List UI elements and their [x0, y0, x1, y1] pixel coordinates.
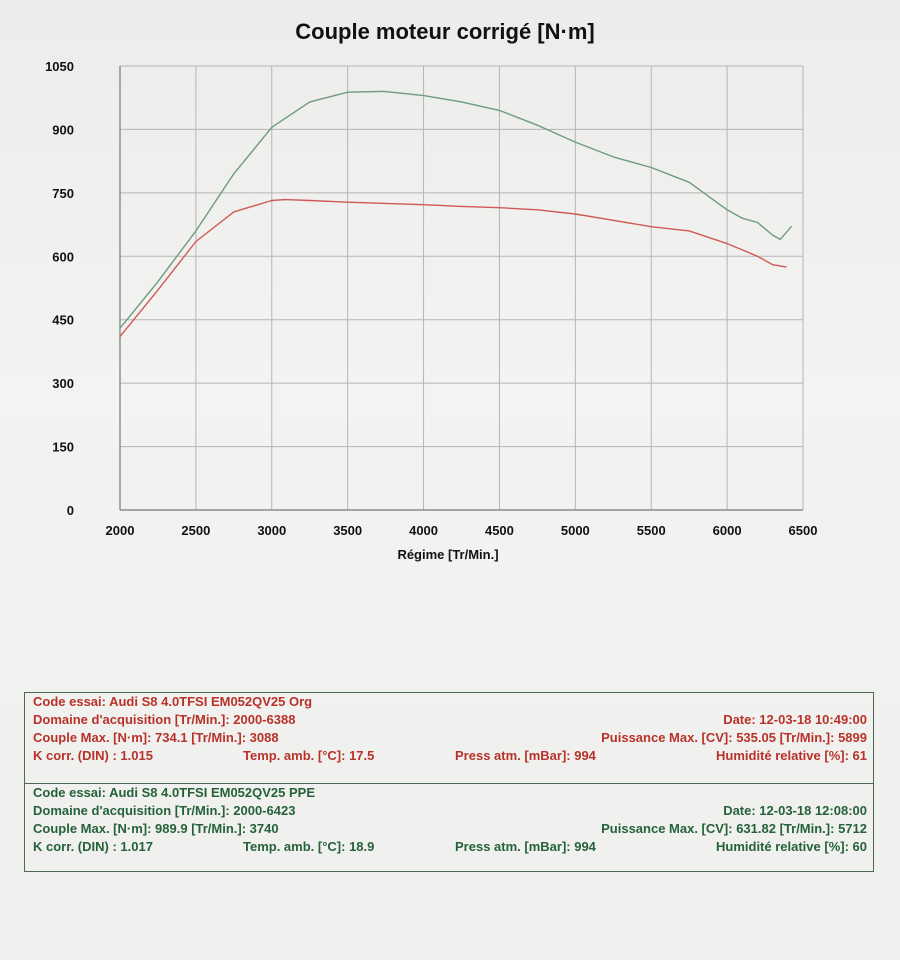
chart-title: Couple moteur corrigé [N·m] — [295, 19, 594, 44]
y-tick-label-0: 0 — [67, 503, 74, 518]
ppe-date: Date: 12-03-18 12:08:00 — [723, 803, 867, 818]
info-block-org: Code essai: Audi S8 4.0TFSI EM052QV25 Or… — [25, 693, 873, 781]
y-tick-label-5: 750 — [52, 186, 74, 201]
org-date: Date: 12-03-18 10:49:00 — [723, 712, 867, 727]
y-axis-ticks: 0 150 300 450 600 750 900 1050 — [45, 59, 74, 518]
info-block-ppe: Code essai: Audi S8 4.0TFSI EM052QV25 PP… — [25, 783, 873, 872]
y-tick-label-4: 600 — [52, 249, 74, 264]
test-info-panel: Code essai: Audi S8 4.0TFSI EM052QV25 Or… — [24, 692, 874, 872]
series-line-1 — [119, 198, 787, 338]
x-tick-label-8: 6000 — [713, 523, 742, 538]
chart-grid — [119, 65, 804, 511]
y-tick-label-3: 450 — [52, 313, 74, 328]
org-couple-max: Couple Max. [N·m]: 734.1 [Tr/Min.]: 3088 — [33, 730, 279, 745]
x-tick-label-2: 3000 — [257, 523, 286, 538]
org-code: Code essai: Audi S8 4.0TFSI EM052QV25 Or… — [33, 694, 313, 709]
x-tick-label-7: 5500 — [637, 523, 666, 538]
x-tick-label-4: 4000 — [409, 523, 438, 538]
ppe-code: Code essai: Audi S8 4.0TFSI EM052QV25 PP… — [33, 785, 316, 800]
y-tick-label-2: 300 — [52, 376, 74, 391]
org-press: Press atm. [mBar]: 994 — [455, 748, 596, 763]
series-line-0 — [119, 90, 792, 329]
org-puissance-max: Puissance Max. [CV]: 535.05 [Tr/Min.]: 5… — [601, 730, 867, 745]
ppe-kcorr: K corr. (DIN) : 1.017 — [33, 839, 153, 854]
x-tick-label-1: 2500 — [181, 523, 210, 538]
x-axis-label: Régime [Tr/Min.] — [397, 547, 498, 562]
ppe-press: Press atm. [mBar]: 994 — [455, 839, 596, 854]
x-tick-label-5: 4500 — [485, 523, 514, 538]
ppe-domaine: Domaine d'acquisition [Tr/Min.]: 2000-64… — [33, 803, 296, 818]
x-tick-label-9: 6500 — [789, 523, 818, 538]
torque-chart: Couple moteur corrigé [N·m] 0 150 300 450 60… — [45, 19, 818, 562]
x-tick-label-3: 3500 — [333, 523, 362, 538]
x-tick-label-6: 5000 — [561, 523, 590, 538]
ppe-couple-max: Couple Max. [N·m]: 989.9 [Tr/Min.]: 3740 — [33, 821, 279, 836]
y-tick-label-6: 900 — [52, 122, 74, 137]
ppe-puissance-max: Puissance Max. [CV]: 631.82 [Tr/Min.]: 5… — [601, 821, 867, 836]
org-temp: Temp. amb. [°C]: 17.5 — [243, 748, 375, 763]
org-domaine: Domaine d'acquisition [Tr/Min.]: 2000-63… — [33, 712, 296, 727]
org-humid: Humidité relative [%]: 61 — [716, 748, 867, 763]
y-tick-label-1: 150 — [52, 440, 74, 455]
x-axis-ticks: 2000 2500 3000 3500 4000 4500 5000 5500 6000 6500 — [106, 523, 818, 538]
ppe-humid: Humidité relative [%]: 60 — [716, 839, 867, 854]
y-tick-label-7: 1050 — [45, 59, 74, 74]
x-tick-label-0: 2000 — [106, 523, 135, 538]
org-kcorr: K corr. (DIN) : 1.015 — [33, 748, 153, 763]
chart-series — [119, 90, 792, 338]
ppe-temp: Temp. amb. [°C]: 18.9 — [243, 839, 375, 854]
